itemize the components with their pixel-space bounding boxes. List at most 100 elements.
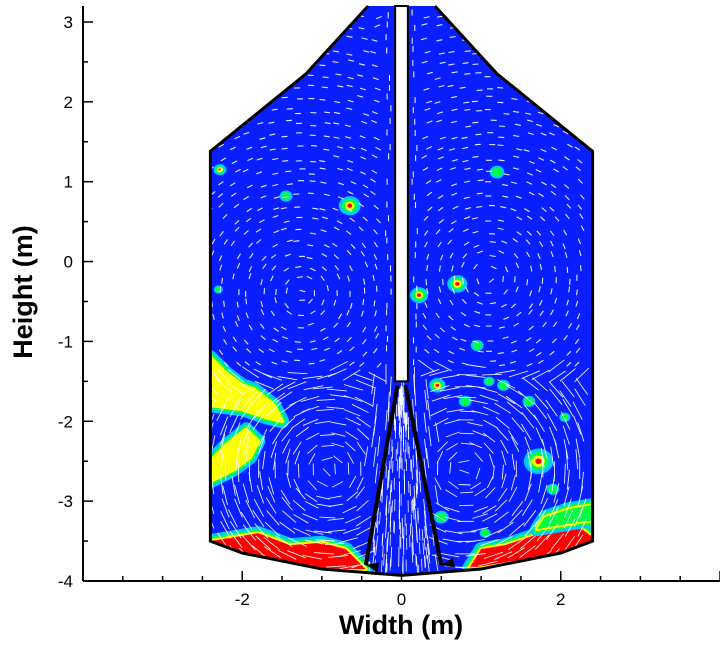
velocity-vector [575,378,589,396]
velocity-vector [464,73,471,75]
velocity-vector [527,132,534,136]
velocity-vector [232,273,235,280]
velocity-vector [220,520,231,539]
velocity-vector [561,380,575,398]
velocity-vector [521,423,532,441]
velocity-vector [448,480,459,490]
velocity-vector [286,183,293,186]
velocity-vector [222,108,229,113]
velocity-vector [321,299,325,306]
velocity-vector [502,195,509,198]
velocity-vector [343,409,361,417]
velocity-vector [344,441,356,452]
y-axis-title: Height (m) [8,225,38,358]
velocity-vector [375,146,382,151]
velocity-vector [341,550,361,556]
velocity-vector [514,24,521,27]
velocity-vector [223,300,225,307]
velocity-vector [275,391,293,403]
velocity-vector [319,208,326,211]
velocity-vector [230,559,247,575]
jet-arrow [403,384,456,568]
velocity-vector [436,15,444,18]
velocity-vector [287,381,307,390]
velocity-vector [448,315,454,321]
velocity-vector [246,207,252,213]
y-tick-label: 0 [64,253,73,272]
velocity-vector [459,432,474,435]
velocity-vector [347,462,350,475]
velocity-vector [326,285,329,292]
velocity-vector [330,394,350,398]
velocity-vector [416,481,418,494]
velocity-vector [371,64,378,68]
velocity-vector [553,483,560,503]
velocity-vector [535,352,542,357]
velocity-vector [219,264,223,271]
velocity-vector [523,149,530,152]
velocity-vector [539,76,546,80]
velocity-vector [231,160,238,165]
velocity-vector [356,477,364,491]
velocity-vector [248,273,252,280]
velocity-vector [268,41,275,44]
velocity-vector [448,350,455,355]
velocity-vector [471,217,479,220]
velocity-vector [500,439,509,454]
velocity-vector [436,39,443,42]
velocity-vector [497,393,516,405]
velocity-vector [371,119,378,124]
velocity-vector [460,491,474,494]
velocity-vector [242,524,257,541]
velocity-vector [337,85,344,88]
velocity-vector [376,520,379,533]
velocity-vector [212,313,215,320]
velocity-vector [219,416,229,436]
velocity-vector [371,169,378,174]
velocity-vector [356,499,369,512]
velocity-vector [437,156,444,160]
velocity-vector [513,63,520,66]
velocity-vector [331,242,338,248]
velocity-vector [511,98,518,100]
velocity-vector [221,277,224,284]
velocity-vector [411,542,414,563]
velocity-vector [241,366,260,379]
velocity-vector [496,427,509,441]
velocity-vector [264,546,282,559]
velocity-vector [295,487,306,500]
velocity-vector [253,368,272,379]
velocity-vector [260,195,267,199]
velocity-vector [512,167,519,170]
velocity-vector [323,135,330,138]
velocity-vector [548,506,559,525]
velocity-vector [326,406,345,410]
velocity-vector [258,428,268,447]
velocity-vector [321,216,328,220]
velocity-vector [245,312,249,319]
velocity-vector [562,243,566,250]
velocity-vector [373,204,379,210]
velocity-vector [472,430,487,437]
velocity-vector [385,559,388,572]
velocity-vector [349,265,353,272]
velocity-vector [370,178,376,183]
velocity-vector [373,446,377,467]
velocity-vector [544,559,560,574]
velocity-vector [439,386,460,392]
velocity-vector [384,518,388,539]
velocity-vector [345,417,361,426]
velocity-vector [477,179,484,182]
velocity-vector [515,286,519,293]
velocity-vector [346,208,353,212]
velocity-vector [564,498,572,518]
velocity-vector [493,551,513,561]
concentration-spot [213,285,223,294]
velocity-vector [422,324,428,331]
velocity-vector [579,213,584,220]
velocity-vector [497,227,504,231]
velocity-vector [578,250,582,257]
velocity-vector [220,157,227,162]
velocity-vector [439,374,460,379]
velocity-vector [268,121,275,124]
